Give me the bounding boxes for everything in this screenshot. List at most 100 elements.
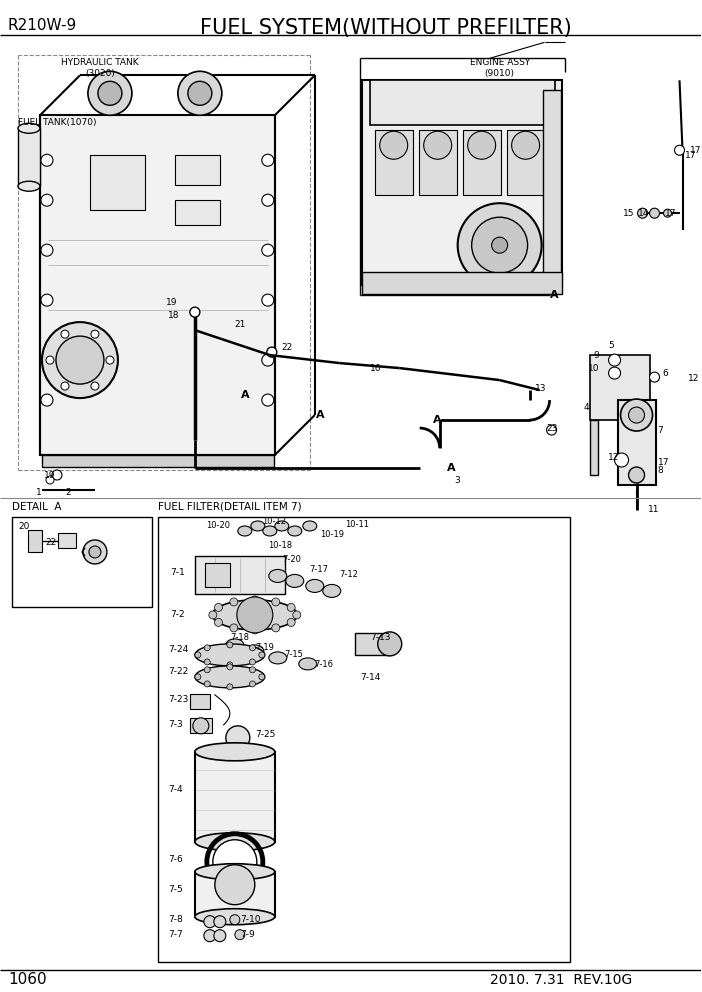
Text: 1: 1 [37,487,42,497]
Bar [463,130,501,195]
Text: 7-14: 7-14 [359,674,380,682]
Ellipse shape [306,579,324,592]
Text: 22: 22 [282,342,293,351]
Circle shape [472,217,528,273]
Text: 20: 20 [18,522,29,531]
Text: 17: 17 [658,457,669,466]
Text: 12: 12 [687,374,699,383]
Text: 7: 7 [658,426,663,434]
Circle shape [262,354,274,366]
Text: DETAIL  A: DETAIL A [12,502,62,512]
Ellipse shape [195,909,274,925]
Text: A: A [433,415,442,425]
Ellipse shape [212,600,297,630]
Text: 11: 11 [647,506,659,515]
Circle shape [378,632,402,656]
Circle shape [226,726,250,750]
Text: 7-6: 7-6 [168,855,183,864]
Circle shape [628,407,644,423]
Circle shape [227,664,233,670]
Circle shape [98,81,122,105]
Bar [42,455,274,467]
Circle shape [227,642,233,648]
Bar [195,872,274,917]
Circle shape [663,209,672,217]
Circle shape [215,603,223,611]
Bar [40,115,274,455]
Text: 3: 3 [455,475,461,484]
Text: 4: 4 [584,403,590,412]
Circle shape [41,354,53,366]
Circle shape [637,208,647,218]
Ellipse shape [286,574,304,587]
Text: 7-10: 7-10 [240,916,260,925]
Bar [205,562,230,587]
Circle shape [204,667,210,673]
Circle shape [91,382,99,390]
Ellipse shape [274,521,289,531]
Ellipse shape [288,526,302,536]
Circle shape [215,618,223,626]
Text: 7-16: 7-16 [314,661,333,670]
Circle shape [41,194,53,206]
Text: 19: 19 [44,470,55,479]
Circle shape [230,624,238,632]
Ellipse shape [303,521,317,531]
Text: 2: 2 [65,487,71,497]
Circle shape [249,681,256,686]
Circle shape [88,71,132,115]
Circle shape [262,194,274,206]
Circle shape [106,356,114,364]
Circle shape [649,372,659,382]
Text: 7-24: 7-24 [168,646,188,655]
Bar [190,718,212,733]
Circle shape [204,930,216,941]
Text: 7-4: 7-4 [168,786,183,795]
Text: 22: 22 [45,538,56,547]
Circle shape [259,652,265,658]
Circle shape [230,598,238,606]
Circle shape [251,596,259,604]
Text: 10: 10 [588,364,600,373]
Circle shape [227,662,233,668]
Text: 9: 9 [594,350,600,360]
Circle shape [267,347,277,357]
Ellipse shape [18,182,40,191]
Bar [418,130,457,195]
Circle shape [249,667,256,673]
Text: 17: 17 [665,208,676,217]
Ellipse shape [195,832,274,851]
Circle shape [628,467,644,483]
Bar [543,90,561,290]
Bar [590,355,649,420]
Text: 12: 12 [608,452,620,461]
Circle shape [287,603,295,611]
Circle shape [188,81,212,105]
Circle shape [42,322,118,398]
Circle shape [621,399,653,432]
Text: 17: 17 [684,151,696,160]
Ellipse shape [263,526,277,536]
Text: ENGINE ASSY
(9010): ENGINE ASSY (9010) [470,59,530,77]
Circle shape [230,915,240,925]
Ellipse shape [299,658,317,670]
Circle shape [91,330,99,338]
Text: 14: 14 [638,208,649,217]
Bar [355,633,390,655]
Circle shape [227,683,233,689]
Text: 6: 6 [663,369,668,378]
Ellipse shape [195,644,265,666]
Circle shape [193,718,209,734]
Circle shape [52,470,62,480]
Circle shape [204,659,210,665]
Text: 7-17: 7-17 [310,565,329,574]
Text: 8: 8 [658,465,663,474]
Text: A: A [315,410,324,420]
Circle shape [287,618,295,626]
Text: 13: 13 [535,384,546,393]
Circle shape [204,681,210,686]
Circle shape [56,336,104,384]
Text: 19: 19 [166,298,178,307]
Circle shape [41,244,53,256]
Bar [195,556,285,594]
